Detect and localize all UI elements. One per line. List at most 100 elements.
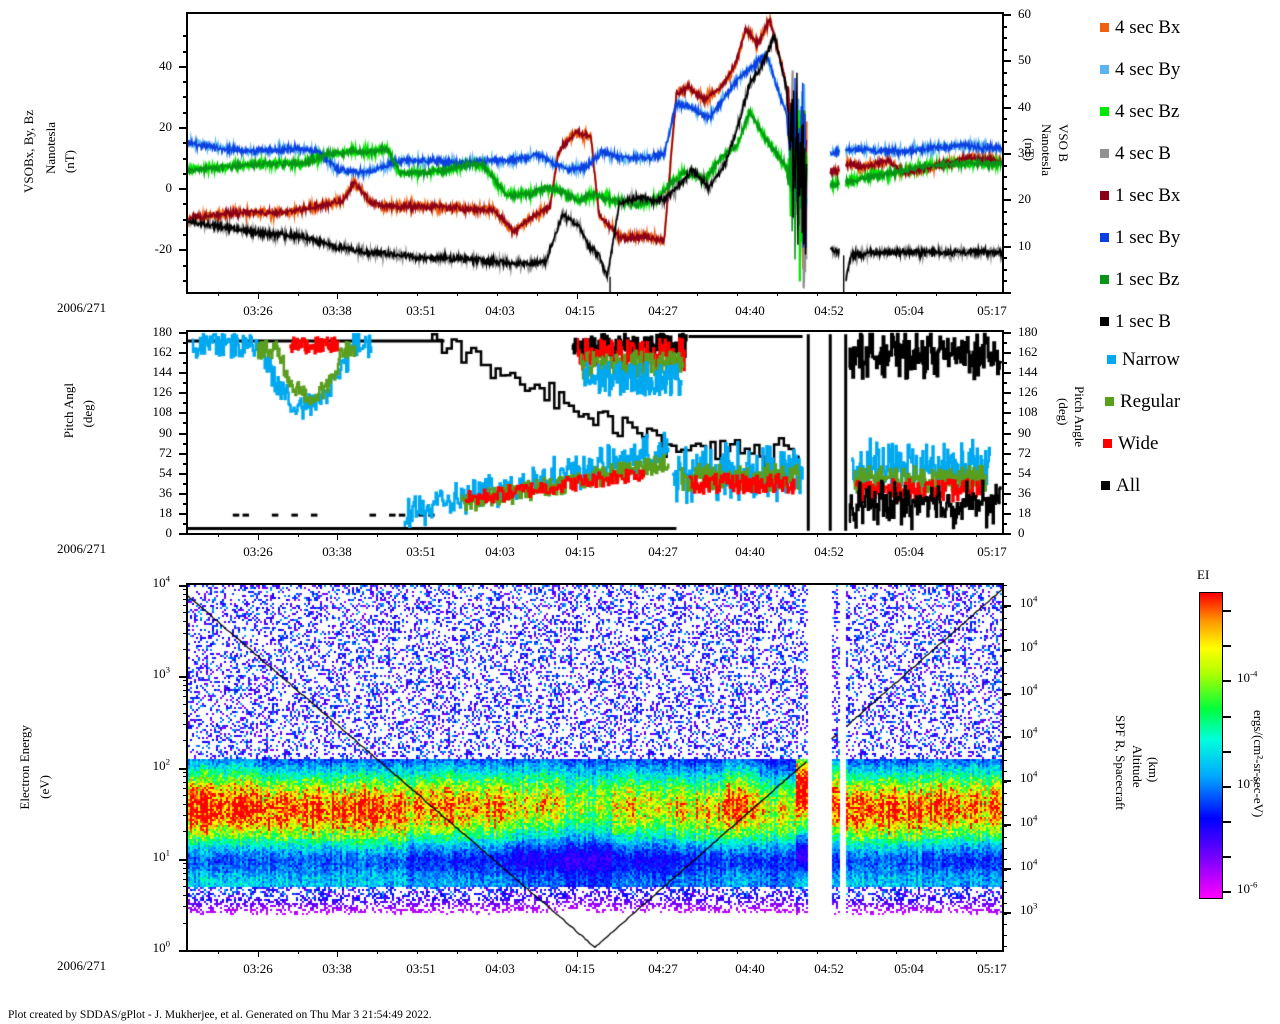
- panel1-ytick-left: [183, 81, 188, 83]
- panel3-ytick-minor-right: [1002, 903, 1007, 904]
- panel3-ytick-right: [1002, 824, 1011, 826]
- panel1-ytick-left: [183, 35, 188, 37]
- panel3-ytick-minor-left: [183, 879, 188, 880]
- panel3-xtick: [737, 950, 738, 954]
- panel1-ytick-right: [1002, 292, 1011, 294]
- panel3-xtick: [298, 950, 299, 954]
- panel1-ytick-right: [1002, 269, 1007, 271]
- panel3-ytick-right: [1002, 868, 1011, 870]
- panel1-ytick-right: [1002, 26, 1007, 28]
- panel3-ytick-minor-left: [183, 724, 188, 725]
- panel3-xtick: [856, 950, 857, 954]
- panel1-xtick-label: 05:17: [977, 303, 1007, 318]
- legend-item-1-sec-bz[interactable]: 1 sec Bz: [1100, 270, 1179, 289]
- panel1-ytick-left: [183, 234, 188, 236]
- panel1-ytick-right: [1002, 49, 1007, 51]
- panel1-ytick-label-right: 50: [1018, 52, 1031, 67]
- panel1-ytick-right: [1002, 211, 1007, 213]
- panel1-ytick-right: [1002, 107, 1011, 109]
- legend-item-regular[interactable]: Regular: [1105, 392, 1180, 411]
- panel3-ytick-right: [1002, 780, 1011, 782]
- panel3-ytick-right: [1002, 693, 1011, 695]
- legend-item-1-sec-b[interactable]: 1 sec B: [1100, 312, 1171, 331]
- panel2-ytick-label-left: 0: [165, 525, 173, 540]
- panel3-ytick-minor-right: [1002, 651, 1007, 652]
- panel3-ytick-minor-left: [183, 589, 188, 590]
- panel1-ytick-right: [1002, 165, 1007, 167]
- colorbar-tick: [1222, 891, 1231, 893]
- panel1-xtick: [617, 292, 618, 296]
- panel3-xtick-label: 04:03: [485, 961, 515, 976]
- panel3-ytick-minor-right: [1002, 892, 1007, 893]
- legend-item-4-sec-by[interactable]: 4 sec By: [1100, 60, 1180, 79]
- panel3-ylabel-right: SPF R, Spacecraft: [1113, 715, 1128, 810]
- panel1-ytick-left: [183, 142, 188, 144]
- panel3-ytick-minor-right: [1002, 749, 1007, 750]
- panel3-ytick-minor-right: [1002, 804, 1007, 805]
- panel3-ytick-minor-right: [1002, 618, 1007, 619]
- panel1-ytick-left: [179, 127, 188, 129]
- panel1-ytick-label-right: 10: [1018, 238, 1031, 253]
- colorbar-tick: [1222, 680, 1231, 682]
- panel3-ytick-minor-right: [1002, 607, 1007, 608]
- panel3-ytick-minor-left: [183, 612, 188, 613]
- legend-item-1-sec-by[interactable]: 1 sec By: [1100, 228, 1180, 247]
- legend-item-4-sec-bz[interactable]: 4 sec Bz: [1100, 102, 1179, 121]
- panel3-ylabel-right-unit2: (km): [1146, 757, 1161, 783]
- panel2-ytick-label-right: 18: [1018, 505, 1031, 520]
- panel2-ytick-minor-left: [183, 422, 188, 424]
- panel3-ytick-minor-right: [1002, 716, 1007, 717]
- panel1-ytick-right: [1002, 153, 1011, 155]
- panel2-ytick-label-right: 72: [1018, 445, 1031, 460]
- panel1-ytick-label-left: 0: [165, 180, 173, 195]
- panel1-ylabel-left-unit1: Nanotesla: [43, 122, 58, 174]
- panel3-ytick-minor-right: [1002, 914, 1007, 915]
- legend-item-4-sec-bx[interactable]: 4 sec Bx: [1100, 18, 1180, 37]
- panel3-ytick-minor-right: [1002, 924, 1007, 925]
- panel1-ylabel-right-unit2: (nT): [1022, 138, 1037, 162]
- panel2-ylabel-left-unit: (deg): [80, 400, 95, 428]
- legend-item-wide[interactable]: Wide: [1103, 434, 1158, 453]
- legend-item-all[interactable]: All: [1101, 476, 1140, 495]
- panel3-ytick-minor-left: [183, 772, 188, 773]
- panel2-ytick-right: [1002, 433, 1011, 435]
- panel2-xtick: [777, 533, 778, 537]
- panel3-xtick: [457, 950, 458, 954]
- legend-item-1-sec-bx[interactable]: 1 sec Bx: [1100, 186, 1180, 205]
- panel1-xtick: [497, 292, 498, 296]
- panel2-ytick-label-right: 144: [1018, 364, 1038, 379]
- panel2-xtick: [577, 533, 578, 540]
- colorbar-tick: [1222, 610, 1231, 612]
- panel3-ytick-minor-left: [183, 685, 188, 686]
- legend-label: 4 sec Bx: [1115, 17, 1181, 38]
- legend-swatch-icon: [1100, 317, 1109, 326]
- panel3-ytick-minor-right: [1002, 848, 1007, 849]
- panel3-xtick-label: 04:40: [735, 961, 765, 976]
- panel1-ytick-right: [1002, 246, 1011, 248]
- legend-swatch-icon: [1103, 439, 1112, 448]
- panel2-ylabel-right-unit: (deg): [1056, 398, 1071, 426]
- panel3-ytick-minor-left: [183, 680, 188, 681]
- panel3-ytick-label-right: 104: [1020, 812, 1038, 829]
- panel2-ytick-right: [1002, 372, 1011, 374]
- legend-label: 4 sec B: [1115, 143, 1171, 164]
- panel3-ytick-label-right: 104: [1020, 637, 1038, 654]
- legend-item-narrow[interactable]: Narrow: [1107, 350, 1180, 369]
- legend-swatch-icon: [1107, 355, 1116, 364]
- panel1-xtick: [457, 292, 458, 296]
- panel3-xtick-label: 05:04: [894, 961, 924, 976]
- panel3-date-label: 2006/271: [57, 958, 107, 973]
- panel1-ytick-label-right: 40: [1018, 99, 1031, 114]
- panel1-xtick: [737, 292, 738, 296]
- panel3-ytick-minor-right: [1002, 782, 1007, 783]
- panel2-ytick-label-left: 36: [159, 485, 172, 500]
- panel2-xtick-label: 05:04: [894, 544, 924, 559]
- panel3-xtick: [218, 950, 219, 954]
- legend-item-4-sec-b[interactable]: 4 sec B: [1100, 144, 1171, 163]
- panel2-ytick-minor-left: [183, 362, 188, 364]
- panel3-ytick-minor-left: [183, 599, 188, 600]
- colorbar-tick: [1222, 856, 1231, 858]
- panel3-xtick: [657, 950, 658, 954]
- panel2-ytick-label-right: 108: [1018, 404, 1038, 419]
- panel3-ytick-minor-left: [183, 873, 188, 874]
